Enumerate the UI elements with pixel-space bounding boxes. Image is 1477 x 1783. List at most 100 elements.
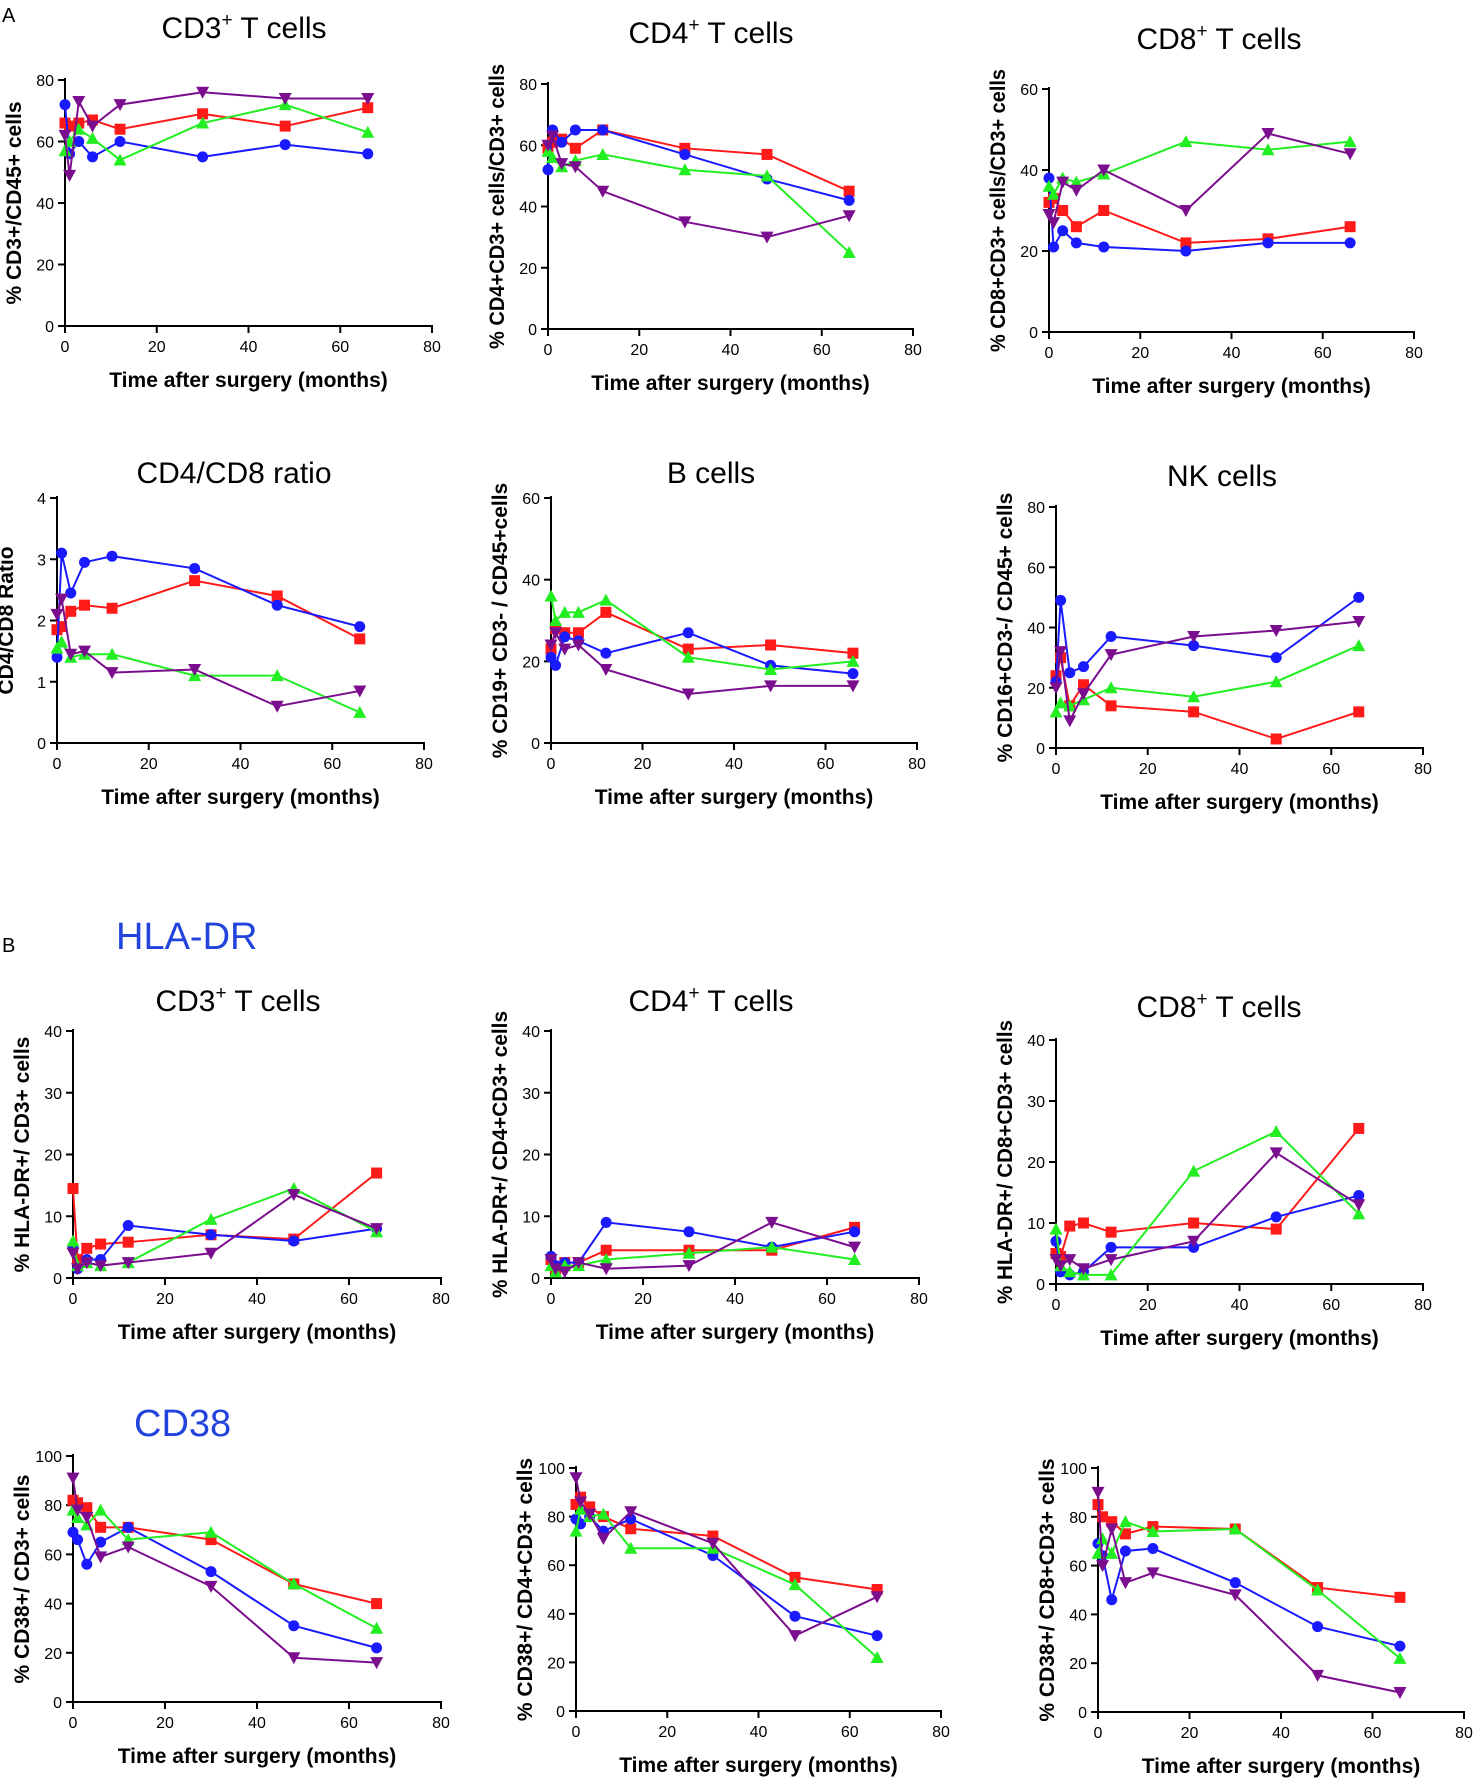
y-axis-label: % CD3+/CD45+ cells [3, 101, 26, 304]
data-point-purple [546, 130, 560, 143]
series-line-purple [56, 598, 360, 708]
series-line-green [550, 595, 854, 671]
data-point-purple [764, 680, 778, 693]
x-tick-label: 80 [932, 1724, 950, 1741]
hla-dr-label: HLA-DR [116, 916, 257, 958]
data-point-green [1187, 690, 1201, 703]
data-point-blue [789, 1610, 801, 1622]
y-tick-label: 40 [522, 573, 540, 590]
data-point-blue [205, 1229, 217, 1241]
y-tick-label: 20 [1069, 1656, 1087, 1673]
series-line-red [72, 1499, 377, 1605]
x-tick-label: 40 [1223, 345, 1241, 362]
x-tick-label: 60 [813, 342, 831, 359]
data-point-purple [848, 1241, 862, 1254]
data-point-purple [624, 1506, 638, 1519]
data-point-blue [288, 1620, 300, 1632]
y-tick-label: 20 [36, 258, 54, 275]
data-point-purple [568, 161, 582, 174]
y-tick-label: 80 [36, 73, 54, 90]
data-point-red [1270, 1223, 1282, 1235]
y-tick-label: 0 [53, 1271, 62, 1288]
y-tick-label: 40 [44, 1597, 62, 1614]
data-point-purple [572, 1257, 586, 1270]
y-tick-label: 40 [1027, 1033, 1045, 1050]
data-point-purple [760, 231, 774, 244]
data-point-blue [679, 148, 691, 160]
x-axis-label: Time after surgery (months) [118, 1321, 397, 1344]
chart-a3: CD8+ T cells 0 20 40 60 0 20 40 60 80 Time after s… [987, 21, 1423, 398]
data-point-purple [544, 639, 558, 652]
data-point-red [789, 1571, 801, 1583]
data-point-green [760, 169, 774, 182]
series-line-purple [547, 133, 850, 239]
x-tick-label: 20 [140, 756, 158, 773]
series-line-purple [550, 1221, 855, 1273]
data-point-red [122, 1236, 134, 1248]
series-blue [542, 124, 855, 206]
data-point-purple [361, 92, 375, 105]
data-point-purple [1047, 217, 1061, 230]
data-point-blue [371, 1642, 383, 1654]
data-point-purple [599, 664, 613, 676]
data-point-purple [188, 664, 202, 676]
data-point-blue [73, 136, 85, 147]
data-point-purple [1146, 1567, 1160, 1580]
data-point-green [1063, 1265, 1077, 1278]
data-point-purple [1352, 615, 1366, 628]
x-tick-label: 60 [1322, 761, 1340, 778]
x-tick-label: 80 [415, 756, 433, 773]
data-point-blue [122, 1521, 134, 1533]
data-point-green [846, 654, 860, 667]
series-line-purple [550, 630, 853, 696]
data-point-red [584, 1501, 596, 1513]
data-point-purple [86, 120, 100, 133]
data-point-purple [788, 1630, 802, 1643]
y-tick-label: 0 [1036, 741, 1045, 758]
y-tick-label: 20 [1027, 1155, 1045, 1172]
x-tick-label: 60 [340, 1291, 358, 1308]
data-point-red [1064, 1220, 1076, 1232]
chart-a2: CD4+ T cells 0 20 40 60 80 0 20 40 60 80 Time after… [486, 15, 922, 395]
data-point-purple [1343, 148, 1357, 161]
data-point-blue [843, 194, 855, 206]
data-point-blue [354, 621, 366, 633]
data-point-purple [113, 99, 127, 112]
data-point-red [362, 102, 374, 114]
series-line-green [56, 640, 361, 714]
y-tick-label: 0 [531, 736, 540, 753]
data-point-blue [849, 1226, 861, 1238]
data-point-red [95, 1521, 107, 1533]
data-point-blue [847, 668, 859, 680]
chart-title: NK cells [1167, 460, 1277, 493]
data-point-green [1063, 699, 1077, 712]
data-point-blue [81, 1558, 93, 1570]
y-tick-label: 40 [1020, 163, 1038, 180]
chart-title: CD4/CD8 ratio [136, 457, 331, 490]
data-point-blue [65, 587, 77, 599]
y-tick-label: 2 [37, 614, 46, 631]
y-axis-label: % CD8+CD3+ cells/CD3+ cells [987, 69, 1010, 352]
series-purple [1049, 1147, 1366, 1276]
x-tick-label: 80 [432, 1715, 450, 1732]
data-point-green [1096, 1532, 1110, 1545]
series-red [67, 1167, 383, 1265]
data-point-red [1078, 1217, 1090, 1229]
data-point-purple [599, 1263, 613, 1276]
x-tick-label: 20 [1139, 1297, 1157, 1314]
data-point-green [1049, 1222, 1063, 1235]
chart-title: CD8+ T cells [1136, 21, 1301, 56]
data-point-purple [121, 1541, 135, 1554]
data-point-purple [1187, 631, 1201, 644]
series-purple [50, 593, 367, 713]
series-purple [1091, 1486, 1407, 1699]
data-point-red [65, 605, 77, 617]
series-red [542, 124, 855, 197]
series-line-purple [1097, 1492, 1401, 1694]
data-point-blue [1070, 237, 1082, 249]
data-point-purple [1069, 184, 1083, 197]
data-point-blue [625, 1513, 637, 1525]
data-point-red [761, 148, 773, 160]
